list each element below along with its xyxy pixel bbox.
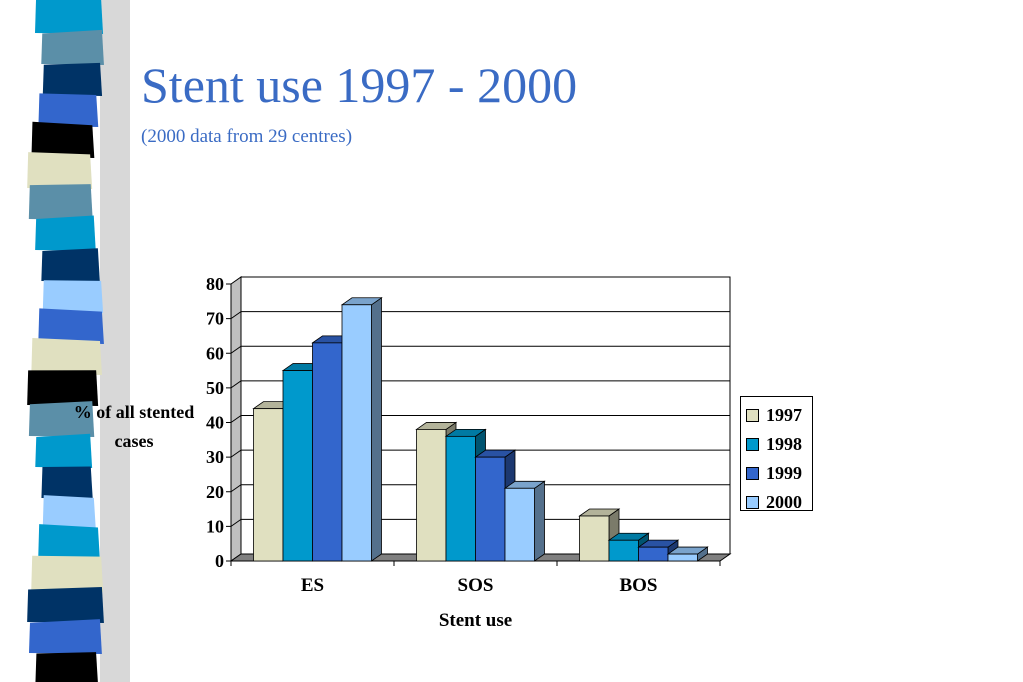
stripe-band <box>42 62 103 96</box>
stripe-band <box>42 280 104 313</box>
page-subtitle: (2000 data from 29 centres) <box>141 126 353 147</box>
stripe-band <box>41 248 100 282</box>
bar-front <box>416 429 447 562</box>
legend-swatch <box>746 409 759 422</box>
bar-side <box>371 297 382 562</box>
stripe-band <box>38 93 99 127</box>
legend-item: 1999 <box>746 459 812 488</box>
legend-label: 1999 <box>766 463 802 483</box>
x-tick-label: ES <box>301 575 324 596</box>
legend-item: 2000 <box>746 488 812 517</box>
stripe-band <box>38 308 104 344</box>
gridline-side <box>230 380 242 389</box>
bar-front <box>312 342 343 562</box>
gridline-side <box>230 449 242 458</box>
y-tick-label: 60 <box>206 343 224 363</box>
stripe-band <box>27 152 93 189</box>
x-tick-label: BOS <box>619 575 657 596</box>
bar-front <box>504 487 535 562</box>
x-axis-label: Stent use <box>439 610 512 631</box>
bar-front <box>475 456 506 562</box>
legend-label: 1997 <box>766 405 802 425</box>
bar-front <box>253 408 284 562</box>
stripe-band <box>41 466 93 499</box>
bar-front <box>282 370 313 562</box>
bar-front <box>341 304 372 562</box>
x-tick-label: SOS <box>458 575 494 596</box>
y-tick-label: 30 <box>206 447 224 467</box>
y-tick-label: 50 <box>206 378 224 398</box>
legend-swatch <box>746 496 759 509</box>
stripe-band <box>27 370 99 406</box>
bar <box>503 480 546 562</box>
stripe-band <box>31 121 95 158</box>
gridline-side <box>230 415 242 423</box>
side-stripe-decoration <box>27 0 130 682</box>
bar <box>340 297 383 562</box>
legend-label: 2000 <box>766 492 802 512</box>
legend-item: 1997 <box>746 401 812 430</box>
gridline-side <box>230 518 242 527</box>
stripe-band <box>28 184 93 220</box>
stripe-band <box>31 338 102 375</box>
chart-legend: 1997 1998 1999 2000 <box>740 396 813 512</box>
stripe-band <box>28 619 102 654</box>
stripe-band <box>35 215 96 251</box>
bars <box>252 297 709 562</box>
bar-front <box>579 515 610 562</box>
bar <box>637 539 680 562</box>
legend-swatch <box>746 438 759 451</box>
stripe-shadow <box>100 0 130 682</box>
y-tick-label: 0 <box>215 551 224 571</box>
legend-swatch <box>746 467 759 480</box>
gridline-side <box>230 484 242 493</box>
y-axis: 0 10 20 30 40 50 60 70 80 <box>206 274 232 571</box>
gridline-side <box>230 345 242 354</box>
y-tick-label: 70 <box>206 309 224 329</box>
bar-front <box>638 546 669 562</box>
stripe-band <box>35 433 93 468</box>
stripe-band <box>35 652 98 682</box>
bar <box>666 546 709 562</box>
bar-front <box>608 539 639 562</box>
y-tick-label: 40 <box>206 413 224 433</box>
stripe-band <box>28 401 95 437</box>
stripe-band <box>31 555 104 592</box>
y-tick-label: 20 <box>206 482 224 502</box>
bar-front <box>667 553 698 562</box>
stripe-band <box>41 29 104 65</box>
legend-item: 1998 <box>746 430 812 459</box>
stripe-band <box>42 495 96 530</box>
stripe-band <box>38 524 100 561</box>
y-axis-label: % of all stented cases <box>73 402 195 451</box>
bar-front <box>445 435 476 562</box>
stripe-band <box>27 587 104 623</box>
stripe-band <box>35 0 104 34</box>
x-axis: ES SOS BOS Stent use <box>230 560 721 631</box>
y-tick-label: 10 <box>206 516 224 536</box>
legend-label: 1998 <box>766 434 802 454</box>
gridline-side <box>230 311 242 320</box>
y-tick-label: 80 <box>206 274 224 294</box>
page-title: Stent use 1997 - 2000 <box>141 57 578 113</box>
bar-side <box>534 480 545 562</box>
